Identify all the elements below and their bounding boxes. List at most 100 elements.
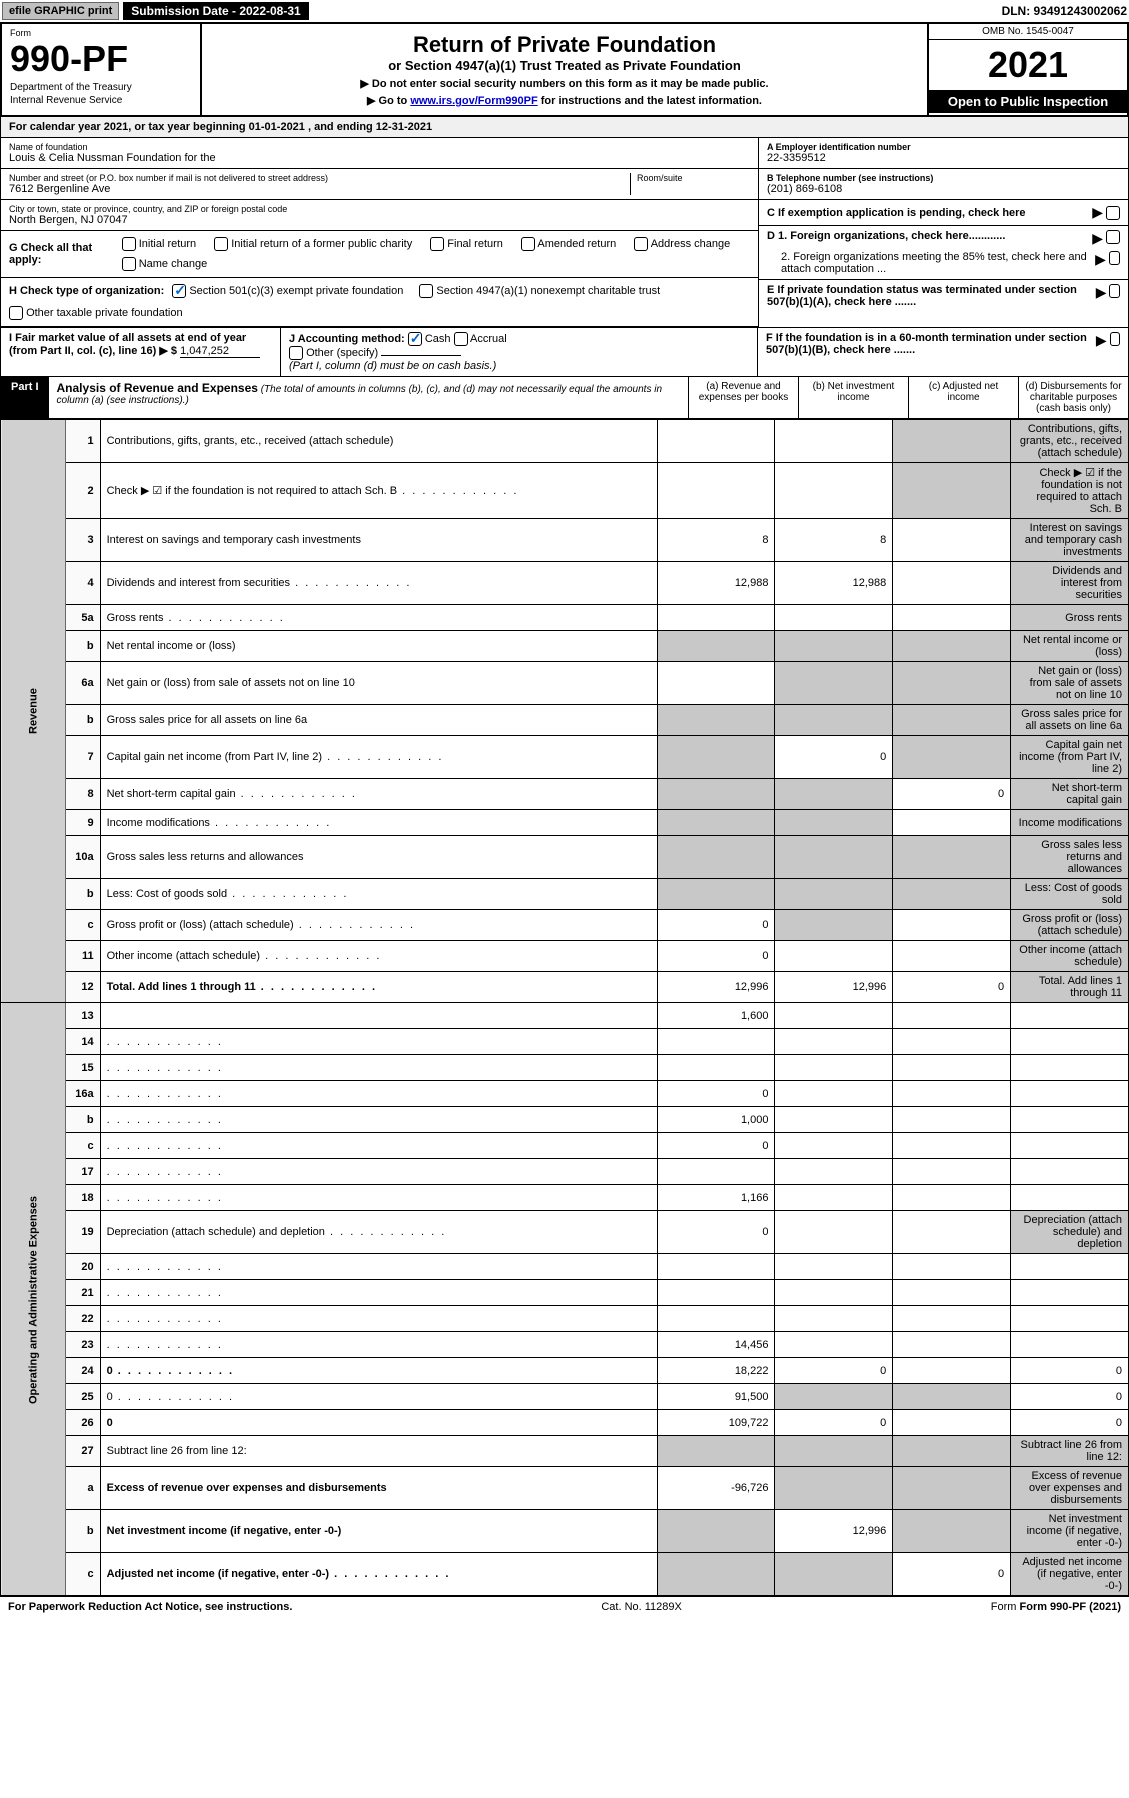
line-description: Net short-term capital gain (100, 779, 657, 810)
table-row: 260109,72200 (1, 1410, 1129, 1436)
line-number: 10a (66, 836, 100, 879)
col-b-value (775, 1436, 893, 1467)
col-a-value: 0 (657, 1081, 775, 1107)
table-row: 21 (1, 1280, 1129, 1306)
checkbox-initial-former[interactable] (214, 237, 228, 251)
ein-value: 22-3359512 (767, 152, 1120, 164)
line-description: Dividends and interest from securities (100, 562, 657, 605)
line-description (100, 1306, 657, 1332)
checkbox-501c3[interactable] (172, 284, 186, 298)
table-row: 3Interest on savings and temporary cash … (1, 519, 1129, 562)
col-c-value (893, 910, 1011, 941)
line-description: 0 (100, 1384, 657, 1410)
col-d-value: Subtract line 26 from line 12: (1011, 1436, 1129, 1467)
table-row: bNet rental income or (loss)Net rental i… (1, 631, 1129, 662)
instruction-2: ▶ Go to www.irs.gov/Form990PF for instru… (210, 94, 919, 107)
col-b-value (775, 1133, 893, 1159)
col-d-value: Total. Add lines 1 through 11 (1011, 972, 1129, 1003)
line-description (100, 1185, 657, 1211)
line-description (100, 1280, 657, 1306)
checkbox-accrual[interactable] (454, 332, 468, 346)
part1-table: Revenue1Contributions, gifts, grants, et… (0, 419, 1129, 1596)
table-row: Revenue1Contributions, gifts, grants, et… (1, 420, 1129, 463)
col-d-value: Gross sales price for all assets on line… (1011, 705, 1129, 736)
col-b-value (775, 1003, 893, 1029)
table-row: 5aGross rentsGross rents (1, 605, 1129, 631)
checkbox-cash[interactable] (408, 332, 422, 346)
line-description: Less: Cost of goods sold (100, 879, 657, 910)
col-b-value (775, 420, 893, 463)
part1-title: Analysis of Revenue and Expenses (57, 381, 258, 395)
line-description: Total. Add lines 1 through 11 (100, 972, 657, 1003)
col-c-value (893, 736, 1011, 779)
col-a-value: 109,722 (657, 1410, 775, 1436)
j-note: (Part I, column (d) must be on cash basi… (289, 360, 496, 372)
line-description: Excess of revenue over expenses and disb… (100, 1467, 657, 1510)
line-description: Gross rents (100, 605, 657, 631)
line-number: 21 (66, 1280, 100, 1306)
checkbox-d1[interactable] (1106, 230, 1120, 244)
col-d-value (1011, 1306, 1129, 1332)
checkbox-initial-return[interactable] (122, 237, 136, 251)
col-c-value: 0 (893, 1553, 1011, 1596)
line-description (100, 1081, 657, 1107)
line-number: 20 (66, 1254, 100, 1280)
checkbox-other-taxable[interactable] (9, 306, 23, 320)
table-row: 7Capital gain net income (from Part IV, … (1, 736, 1129, 779)
table-row: 6aNet gain or (loss) from sale of assets… (1, 662, 1129, 705)
line-number: 24 (66, 1358, 100, 1384)
line-number: 25 (66, 1384, 100, 1410)
checkbox-final-return[interactable] (430, 237, 444, 251)
col-a-value: 18,222 (657, 1358, 775, 1384)
tax-year: 2021 (929, 40, 1127, 90)
col-c-value (893, 562, 1011, 605)
dept-irs: Internal Revenue Service (10, 95, 192, 106)
checkbox-c[interactable] (1106, 206, 1120, 220)
table-row: 19Depreciation (attach schedule) and dep… (1, 1211, 1129, 1254)
col-c-value (893, 1384, 1011, 1410)
col-d-value (1011, 1159, 1129, 1185)
top-bar: efile GRAPHIC print Submission Date - 20… (0, 0, 1129, 22)
form-subtitle: or Section 4947(a)(1) Trust Treated as P… (210, 58, 919, 73)
line-description (100, 1003, 657, 1029)
checkbox-e[interactable] (1109, 284, 1120, 298)
irs-link[interactable]: www.irs.gov/Form990PF (410, 95, 537, 107)
footer-mid: Cat. No. 11289X (601, 1601, 682, 1613)
line-number: 26 (66, 1410, 100, 1436)
line-number: b (66, 879, 100, 910)
line-number: c (66, 1133, 100, 1159)
header-left: Form 990-PF Department of the Treasury I… (2, 24, 202, 115)
col-b-value (775, 1467, 893, 1510)
checkbox-other-method[interactable] (289, 346, 303, 360)
b-label: B Telephone number (see instructions) (767, 173, 1120, 183)
line-number: c (66, 910, 100, 941)
line-description: Contributions, gifts, grants, etc., rece… (100, 420, 657, 463)
col-c-value (893, 1081, 1011, 1107)
checkbox-address-change[interactable] (634, 237, 648, 251)
checkbox-4947a1[interactable] (419, 284, 433, 298)
col-b-value (775, 705, 893, 736)
checkbox-amended-return[interactable] (521, 237, 535, 251)
col-c-value (893, 1211, 1011, 1254)
table-row: 12Total. Add lines 1 through 1112,99612,… (1, 972, 1129, 1003)
table-row: bNet investment income (if negative, ent… (1, 1510, 1129, 1553)
col-b-value: 12,996 (775, 1510, 893, 1553)
checkbox-d2[interactable] (1109, 251, 1120, 265)
side-label-revenue: Revenue (1, 420, 66, 1003)
d1-label: D 1. Foreign organizations, check here..… (767, 230, 1005, 247)
table-row: 22 (1, 1306, 1129, 1332)
footer: For Paperwork Reduction Act Notice, see … (0, 1596, 1129, 1617)
col-c-value (893, 1410, 1011, 1436)
col-c-value (893, 1510, 1011, 1553)
checkbox-f[interactable] (1110, 332, 1120, 346)
omb-number: OMB No. 1545-0047 (929, 24, 1127, 40)
col-d-value (1011, 1185, 1129, 1211)
checkbox-name-change[interactable] (122, 257, 136, 271)
col-c-value (893, 1467, 1011, 1510)
line-number: 12 (66, 972, 100, 1003)
entity-info-grid: Name of foundation Louis & Celia Nussman… (0, 138, 1129, 328)
table-row: 8Net short-term capital gain0Net short-t… (1, 779, 1129, 810)
line-number: b (66, 631, 100, 662)
efile-print-button[interactable]: efile GRAPHIC print (2, 2, 119, 20)
table-row: bLess: Cost of goods soldLess: Cost of g… (1, 879, 1129, 910)
